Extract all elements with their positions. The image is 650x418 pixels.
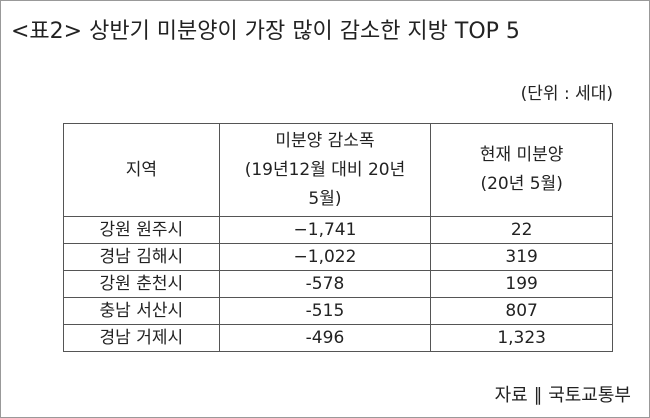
table-cell: -496 xyxy=(218,324,432,352)
table-row: 경남 거제시 -496 1,323 xyxy=(63,324,613,352)
table-cell: 807 xyxy=(430,297,613,325)
table-row: 강원 원주시 −1,741 22 xyxy=(63,216,613,244)
column-header: 미분양 감소폭 (19년12월 대비 20년 5월) xyxy=(218,123,432,217)
table-cell: 199 xyxy=(430,270,613,298)
table: 지역 미분양 감소폭 (19년12월 대비 20년 5월) 현재 미분양 (20년 5월)… xyxy=(63,123,613,352)
table-body: 강원 원주시 −1,741 22 경남 김해시 −1,022 319 강원 춘천시 -578 1… xyxy=(63,216,613,352)
table-row: 경남 김해시 −1,022 319 xyxy=(63,243,613,271)
table-cell: −1,022 xyxy=(218,243,432,271)
table-cell: -578 xyxy=(218,270,432,298)
column-header: 지역 xyxy=(63,123,220,217)
table-cell: 319 xyxy=(430,243,613,271)
table-cell: -515 xyxy=(218,297,432,325)
header-line: 현재 미분양 xyxy=(479,145,564,165)
table-cell: −1,741 xyxy=(218,216,432,244)
header-line: (19년12월 대비 20년 xyxy=(244,159,406,180)
title: <표2> 상반기 미분양이 가장 많이 감소한 지방 TOP 5 xyxy=(11,19,520,44)
unit: (단위 : 세대) xyxy=(520,84,613,104)
table-cell: 강원 원주시 xyxy=(63,216,220,244)
table-row: 충남 서산시 -515 807 xyxy=(63,297,613,325)
header-line: 미분양 감소폭 xyxy=(275,130,375,151)
header-line: (20년 5월) xyxy=(480,174,563,194)
table-cell: 22 xyxy=(430,216,613,244)
header-line: 5월) xyxy=(308,188,342,209)
header-line: 지역 xyxy=(125,159,157,180)
column-header: 현재 미분양 (20년 5월) xyxy=(430,123,613,217)
table-row: 강원 춘천시 -578 199 xyxy=(63,270,613,298)
header-row: 지역 미분양 감소폭 (19년12월 대비 20년 5월) 현재 미분양 (20년 5월) xyxy=(63,123,613,217)
table-cell: 경남 거제시 xyxy=(63,324,220,352)
source: 자료 ∥ 국토교통부 xyxy=(494,385,631,406)
table-cell: 경남 김해시 xyxy=(63,243,220,271)
table-cell: 1,323 xyxy=(430,324,613,352)
table-cell: 충남 서산시 xyxy=(63,297,220,325)
table-cell: 강원 춘천시 xyxy=(63,270,220,298)
